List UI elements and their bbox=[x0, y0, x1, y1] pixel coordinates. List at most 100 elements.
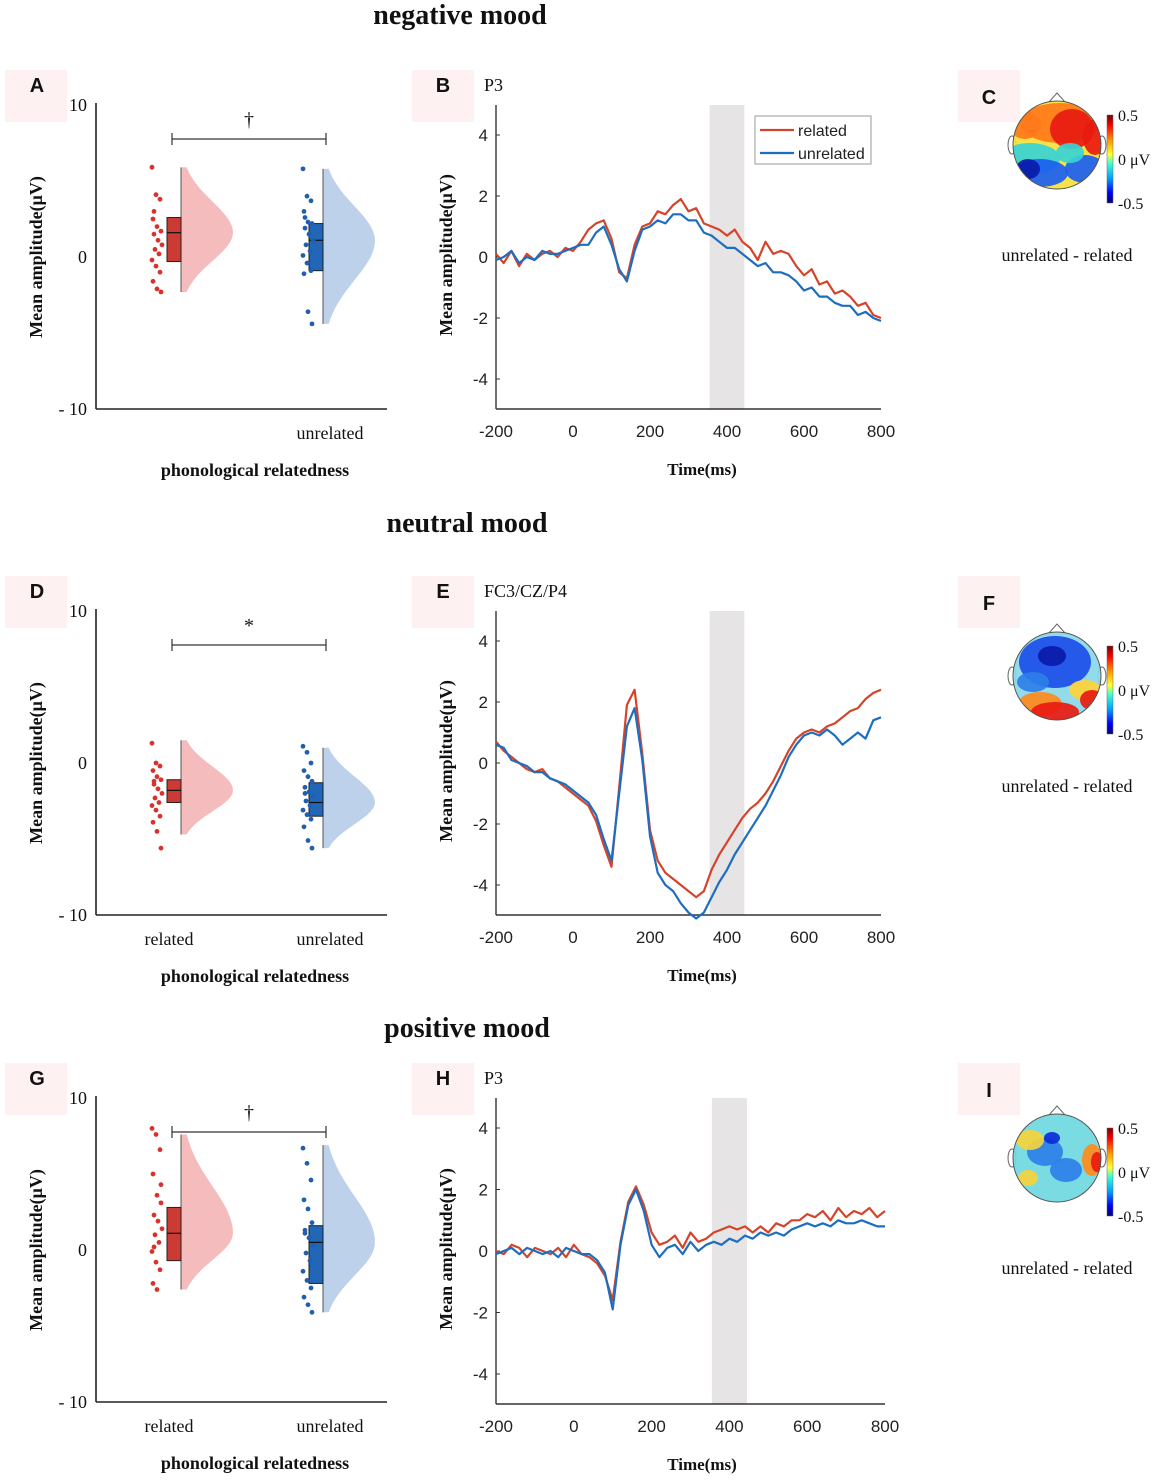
channel-label: FC3/CZ/P4 bbox=[484, 581, 567, 601]
data-point-unrelated bbox=[308, 268, 314, 274]
y-tick-label: 10 bbox=[69, 601, 87, 621]
x-tick-label: 800 bbox=[867, 928, 895, 947]
data-point-related bbox=[153, 760, 159, 766]
topo-patch bbox=[1031, 702, 1079, 720]
data-point-unrelated bbox=[303, 1250, 309, 1256]
y-tick-label: - 10 bbox=[59, 399, 88, 419]
topo-patch bbox=[1016, 1130, 1044, 1150]
data-point-unrelated bbox=[300, 1268, 306, 1274]
data-point-unrelated bbox=[307, 248, 313, 254]
topo-patch bbox=[1056, 143, 1084, 163]
data-point-related bbox=[154, 286, 160, 292]
box-unrelated bbox=[308, 223, 324, 272]
colorbar-label: -0.5 bbox=[1118, 1209, 1143, 1226]
topo-patch bbox=[1044, 1132, 1060, 1144]
topomap-panel: F 0.5 0 μV -0.5 unrelated - related bbox=[958, 576, 1151, 796]
mood-title: positive mood bbox=[384, 1013, 550, 1044]
panel-label-bg bbox=[5, 1063, 67, 1115]
y-axis-label: Mean amplitude(μV) bbox=[26, 682, 47, 844]
y-tick-label: -4 bbox=[473, 876, 488, 895]
data-point-related bbox=[157, 1267, 163, 1273]
x-tick-label: -200 bbox=[479, 928, 513, 947]
x-tick-label: 0 bbox=[569, 1417, 578, 1436]
panel-letter: G bbox=[29, 1068, 45, 1090]
analysis-window bbox=[711, 1098, 747, 1404]
x-category-label: unrelated bbox=[297, 1416, 364, 1436]
data-point-related bbox=[157, 196, 163, 202]
y-tick-label: - 10 bbox=[59, 1392, 88, 1412]
data-point-related bbox=[149, 1249, 155, 1254]
y-tick-label: -2 bbox=[473, 309, 488, 328]
erp-panel: B P3 4 2 0 -2 -4 -200 0 200 400 600 800 Mean amplitud… bbox=[412, 70, 895, 479]
data-point-unrelated bbox=[303, 798, 309, 804]
x-tick-label: -200 bbox=[479, 1417, 513, 1436]
data-point-unrelated bbox=[309, 778, 315, 784]
panel-letter: F bbox=[983, 593, 995, 615]
panel-label-bg bbox=[958, 70, 1020, 122]
topomap-surface bbox=[1013, 1114, 1101, 1202]
violin-related bbox=[181, 167, 233, 292]
colorbar-label: 0.5 bbox=[1118, 108, 1138, 125]
data-point-unrelated bbox=[310, 794, 316, 799]
x-category-label: unrelated bbox=[297, 929, 364, 949]
data-point-unrelated bbox=[302, 215, 308, 220]
data-point-unrelated bbox=[309, 321, 315, 327]
y-tick-label: -4 bbox=[473, 1365, 488, 1384]
colorbar bbox=[1106, 645, 1114, 735]
data-point-unrelated bbox=[300, 1145, 306, 1151]
data-point-related bbox=[154, 1192, 160, 1198]
data-point-related bbox=[151, 209, 157, 214]
data-point-unrelated bbox=[305, 309, 311, 315]
colorbar-label: 0.5 bbox=[1118, 639, 1138, 656]
legend-label: unrelated bbox=[798, 146, 865, 163]
data-point-unrelated bbox=[301, 768, 307, 773]
data-point-unrelated bbox=[302, 225, 308, 231]
data-point-related bbox=[149, 1126, 155, 1131]
y-tick-label: 2 bbox=[479, 187, 488, 206]
data-point-unrelated bbox=[300, 253, 306, 258]
data-point-related bbox=[158, 845, 164, 851]
analysis-window bbox=[709, 105, 745, 409]
y-tick-label: 2 bbox=[479, 693, 488, 712]
data-point-unrelated bbox=[308, 1285, 314, 1291]
data-point-related bbox=[156, 1240, 162, 1245]
y-tick-label: 10 bbox=[69, 1088, 87, 1108]
data-point-unrelated bbox=[308, 198, 314, 204]
data-point-related bbox=[155, 1218, 161, 1224]
data-point-related bbox=[151, 1244, 157, 1250]
y-tick-label: - 10 bbox=[59, 905, 88, 925]
panel-label-bg bbox=[5, 70, 67, 122]
colorbar-label: 0.5 bbox=[1118, 1121, 1138, 1138]
data-point-unrelated bbox=[306, 789, 312, 795]
data-point-unrelated bbox=[302, 784, 308, 790]
data-point-related bbox=[159, 791, 165, 796]
data-point-unrelated bbox=[309, 221, 315, 226]
data-point-related bbox=[153, 192, 159, 198]
data-point-related bbox=[159, 1226, 165, 1232]
data-point-related bbox=[155, 237, 161, 243]
data-point-related bbox=[149, 257, 155, 263]
erp-line-unrelated bbox=[495, 1188, 885, 1311]
topo-patch bbox=[1083, 119, 1101, 155]
erp-line-unrelated bbox=[495, 707, 882, 920]
data-point-related bbox=[158, 228, 164, 234]
data-point-related bbox=[151, 1212, 157, 1218]
data-point-unrelated bbox=[310, 237, 316, 243]
panel-letter: I bbox=[986, 1080, 992, 1102]
panel-label-bg bbox=[412, 70, 474, 122]
panel-letter: D bbox=[30, 581, 44, 603]
y-tick-label: 4 bbox=[479, 632, 488, 651]
x-category-label: related bbox=[145, 1416, 194, 1436]
data-point-unrelated bbox=[304, 260, 310, 266]
x-tick-label: 0 bbox=[568, 422, 577, 441]
data-point-related bbox=[150, 819, 156, 825]
x-axis-label: phonological relatedness bbox=[161, 1453, 349, 1473]
topomap-surface bbox=[1013, 632, 1101, 720]
panel-letter: B bbox=[436, 75, 450, 97]
y-tick-label: 0 bbox=[479, 248, 488, 267]
raincloud-panel: G 10 0 - 10 Mean amplitude(μV) related unrelat… bbox=[5, 1063, 387, 1473]
raincloud-panel: D 10 0 - 10 Mean amplitude(μV) related unrelat… bbox=[5, 576, 387, 986]
data-point-related bbox=[157, 269, 163, 275]
panel-label-bg bbox=[958, 1063, 1020, 1115]
head-outline bbox=[1012, 631, 1102, 721]
